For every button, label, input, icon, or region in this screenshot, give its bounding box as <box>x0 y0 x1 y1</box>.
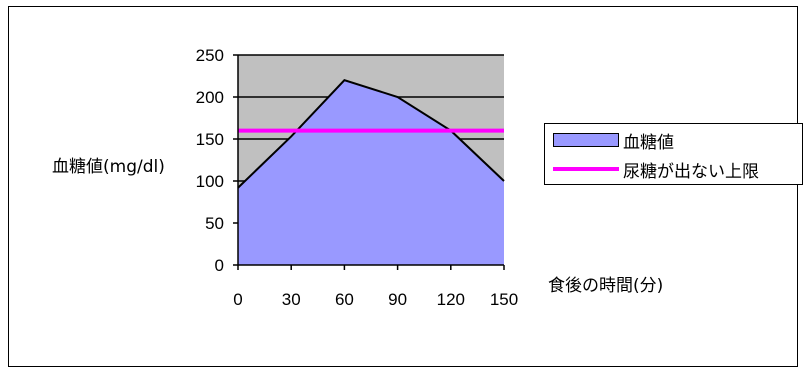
x-tick-label: 0 <box>233 290 242 309</box>
y-tick-label: 250 <box>196 46 224 65</box>
x-tick-label: 90 <box>388 290 407 309</box>
y-tick-label: 200 <box>196 88 224 107</box>
legend: 血糖値 尿糖が出ない上限 <box>544 123 803 185</box>
legend-swatch-area-icon <box>553 133 619 147</box>
x-tick-label: 30 <box>282 290 301 309</box>
legend-item-limit: 尿糖が出ない上限 <box>545 155 759 183</box>
series-area-blood-sugar <box>238 80 504 265</box>
x-tick-labels: 0 30 60 90 120 150 <box>233 290 518 309</box>
legend-label-blood-sugar: 血糖値 <box>623 132 674 153</box>
x-tick-label: 150 <box>490 290 518 309</box>
series-outline-blood-sugar <box>237 79 505 189</box>
x-axis-title: 食後の時間(分) <box>548 276 663 296</box>
legend-label-limit: 尿糖が出ない上限 <box>623 161 759 182</box>
x-tick-label: 60 <box>335 290 354 309</box>
y-tick-label: 100 <box>196 172 224 191</box>
axes <box>233 54 505 270</box>
y-tick-labels: 0 50 100 150 200 250 <box>196 46 224 275</box>
y-tick-label: 50 <box>205 214 224 233</box>
legend-item-blood-sugar: 血糖値 <box>545 126 674 154</box>
x-tick-label: 120 <box>437 290 465 309</box>
y-tick-label: 150 <box>196 130 224 149</box>
y-axis-title: 血糖値(mg/dl) <box>52 157 165 177</box>
legend-swatch-line-icon <box>553 167 619 171</box>
y-tick-label: 0 <box>215 256 224 275</box>
